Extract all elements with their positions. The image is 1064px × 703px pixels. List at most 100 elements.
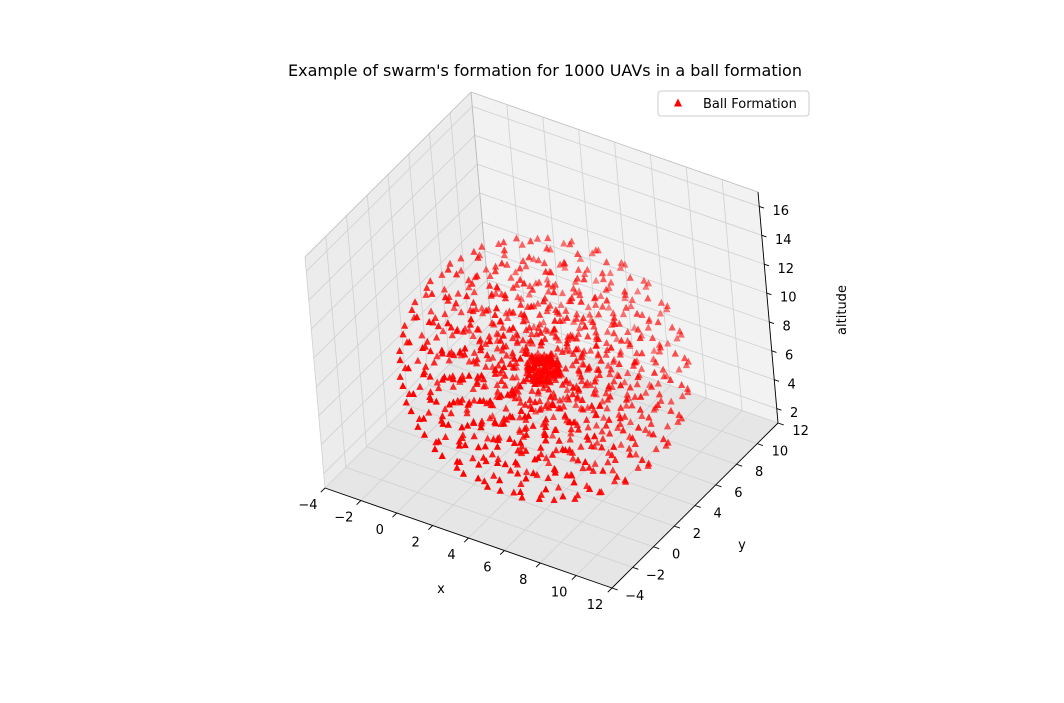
ball-formation-point xyxy=(531,379,539,387)
ball-formation-point xyxy=(510,354,518,362)
ball-formation-point xyxy=(458,423,466,431)
ball-formation-point xyxy=(452,299,460,307)
ball-formation-point xyxy=(455,441,464,449)
ball-formation-point xyxy=(458,433,466,441)
ball-formation-point xyxy=(501,460,509,468)
ball-formation-point xyxy=(638,349,646,357)
ball-formation-point xyxy=(493,459,502,467)
ball-formation-point xyxy=(623,390,631,398)
ball-formation-point xyxy=(531,398,539,406)
z-axis-tick-label: 16 xyxy=(772,204,789,219)
ball-formation-point xyxy=(583,415,591,423)
ball-formation-point xyxy=(485,332,493,340)
ball-formation-point xyxy=(536,405,544,413)
ball-formation-point xyxy=(494,436,502,444)
ball-formation-point xyxy=(459,327,467,335)
y-axis-tick-label: −4 xyxy=(625,589,644,604)
ball-formation-point xyxy=(537,379,545,387)
ball-formation-point xyxy=(396,356,404,364)
ball-formation-point xyxy=(428,289,436,297)
legend[interactable]: Ball Formation xyxy=(657,90,810,117)
pane-edge xyxy=(470,91,759,193)
grid-line xyxy=(325,236,347,468)
ball-formation-point xyxy=(574,456,582,464)
ball-formation-point xyxy=(663,302,671,310)
ball-formation-point xyxy=(404,364,412,372)
ball-formation-point xyxy=(520,310,528,318)
ball-formation-point xyxy=(426,372,434,380)
ball-formation-point xyxy=(616,414,624,422)
y-axis-tick-label: −2 xyxy=(646,568,665,583)
ball-formation-point xyxy=(544,473,552,481)
ball-formation-point xyxy=(516,398,525,406)
ball-formation-point xyxy=(463,405,471,413)
ball-formation-point xyxy=(645,317,653,325)
grid-line xyxy=(685,166,707,399)
z-axis-tick xyxy=(771,350,777,353)
ball-formation-point xyxy=(599,434,607,442)
ball-formation-point xyxy=(409,389,417,397)
ball-formation-point xyxy=(521,348,529,356)
ball-formation-point xyxy=(396,372,404,380)
ball-formation-point xyxy=(420,414,428,422)
ball-formation-point xyxy=(501,290,509,298)
ball-formation-point xyxy=(568,471,576,479)
ball-formation-point xyxy=(441,310,449,318)
ball-formation-point xyxy=(528,404,536,412)
ball-formation-point xyxy=(579,464,587,472)
ball-formation-point xyxy=(528,285,537,293)
z-axis-tick-label: 4 xyxy=(787,377,795,392)
ball-formation-point xyxy=(444,420,452,428)
ball-formation-point xyxy=(450,351,458,359)
ball-formation-point xyxy=(647,419,655,427)
x-axis-label: x xyxy=(437,582,445,597)
ball-formation-point xyxy=(528,386,536,394)
ball-formation-point xyxy=(505,307,514,315)
ball-formation-point xyxy=(426,388,435,396)
ball-formation-point xyxy=(628,401,636,409)
ball-formation-point xyxy=(433,333,441,341)
ball-formation-point xyxy=(539,297,548,305)
ball-formation-point xyxy=(477,423,485,431)
ball-formation-point xyxy=(569,349,577,357)
ball-formation-point xyxy=(407,407,415,415)
ball-formation-point xyxy=(611,455,619,463)
x-axis-tick-label: 0 xyxy=(376,523,384,538)
ball-formation-point xyxy=(550,495,558,503)
ball-formation-point xyxy=(484,434,492,442)
ball-formation-point xyxy=(433,378,441,386)
ball-formation-point xyxy=(609,309,617,317)
ball-formation-point xyxy=(678,381,686,389)
ball-formation-point xyxy=(589,318,597,326)
ball-formation-point xyxy=(570,478,578,486)
ball-formation-point xyxy=(598,302,607,310)
ball-formation-point xyxy=(538,353,547,361)
grid-line xyxy=(449,363,737,465)
ball-formation-point xyxy=(500,362,508,370)
z-axis-tick-label: 14 xyxy=(775,233,792,248)
ball-formation-point xyxy=(617,258,625,266)
ball-formation-point xyxy=(466,320,474,328)
z-axis-tick-label: 8 xyxy=(782,320,790,335)
ball-formation-point xyxy=(621,476,629,484)
ball-formation-point xyxy=(530,255,538,263)
grid-line xyxy=(313,192,481,359)
ball-formation-point xyxy=(453,463,461,471)
ball-formation-point xyxy=(678,392,687,400)
z-axis-tick-label: 2 xyxy=(790,406,798,421)
ball-formation-point xyxy=(495,240,503,248)
ball-formation-point xyxy=(423,283,431,291)
ball-formation-point xyxy=(519,257,527,265)
ball-formation-point xyxy=(468,279,476,287)
ball-formation-point xyxy=(536,397,544,405)
ball-formation-point xyxy=(522,375,531,383)
ball-formation-point xyxy=(578,317,586,325)
legend-box xyxy=(657,90,810,117)
ball-formation-point xyxy=(498,356,506,364)
ball-formation-point xyxy=(548,450,557,458)
ball-formation-point xyxy=(500,251,509,259)
ball-formation-point xyxy=(433,352,441,360)
ball-formation-point xyxy=(602,421,610,429)
ball-formation-point xyxy=(572,345,580,353)
ball-formation-point xyxy=(626,273,634,281)
